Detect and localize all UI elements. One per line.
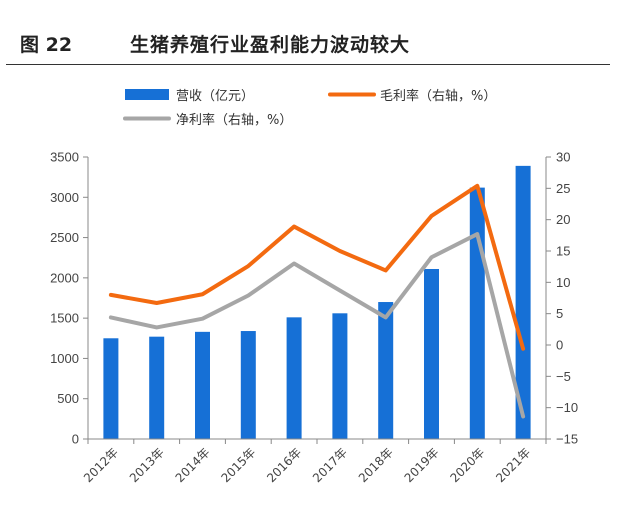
gross-margin-line-point	[247, 265, 249, 267]
gross-margin-line-point	[293, 226, 295, 228]
revenue-bar	[515, 165, 531, 439]
legend-swatch-revenue	[125, 89, 169, 100]
y-right-tick-label: 5	[556, 306, 563, 321]
chart-legend: 营收（亿元） 毛利率（右轴，%） 净利率（右轴，%）	[123, 88, 496, 128]
revenue-bars	[103, 165, 531, 439]
legend-label-revenue: 营收（亿元）	[176, 89, 254, 104]
net-margin-line-point	[476, 233, 478, 235]
x-tick-label: 2020年	[447, 445, 487, 485]
figure-title: 生猪养殖行业盈利能力波动较大	[130, 34, 411, 56]
y-right-tick-label: −15	[556, 432, 578, 447]
net-margin-line-point	[156, 326, 158, 328]
legend-label-net-margin: 净利率（右轴，%）	[176, 112, 292, 128]
y-left-tick-label: 2000	[50, 270, 79, 285]
revenue-bar	[240, 331, 256, 439]
gross-margin-line-point	[385, 269, 387, 271]
figure-label: 图 22	[20, 34, 73, 56]
net-margin-line-point	[339, 289, 341, 291]
gross-margin-line-point	[476, 185, 478, 187]
net-margin-line	[108, 232, 526, 419]
y-right-tick-label: 20	[556, 212, 570, 227]
y-left-tick-label: 3500	[50, 150, 79, 165]
x-tick-label: 2012年	[81, 445, 121, 485]
y-left-tick-label: 1500	[50, 311, 79, 326]
net-margin-line-point	[431, 256, 432, 258]
revenue-bar	[103, 338, 119, 439]
x-tick-label: 2017年	[310, 445, 350, 485]
x-tick-label: 2016年	[264, 445, 304, 485]
header-divider	[6, 64, 610, 65]
revenue-bar	[332, 313, 348, 439]
x-tick-label: 2018年	[356, 445, 396, 485]
y-left-tick-label: 1000	[50, 351, 79, 366]
y-right-tick-label: 25	[556, 181, 570, 196]
gross-margin-line-point	[431, 215, 432, 217]
y-right-tick-label: 15	[556, 244, 570, 259]
y-left-tick-label: 500	[57, 391, 79, 406]
y-right-tick-label: 10	[556, 275, 570, 290]
net-margin-line-point	[202, 318, 203, 320]
net-margin-line-point	[247, 294, 249, 296]
y-left-tick-label: 0	[72, 432, 79, 447]
revenue-bar	[195, 331, 210, 439]
gross-margin-line-point	[202, 293, 203, 295]
net-margin-line-point	[385, 316, 387, 318]
gross-margin-line-point	[110, 294, 112, 296]
margin-lines	[108, 183, 526, 419]
net-margin-line-point	[293, 263, 295, 265]
y-left-tick-label: 3000	[50, 190, 79, 205]
y-right-tick-label: −10	[556, 400, 578, 415]
gross-margin-line-point	[156, 302, 158, 304]
x-tick-label: 2014年	[173, 445, 213, 485]
y-left-tick-label: 2500	[50, 230, 79, 245]
revenue-bar	[378, 302, 394, 439]
x-tick-label: 2021年	[493, 445, 533, 485]
x-tick-label: 2019年	[402, 445, 442, 485]
legend-label-gross-margin: 毛利率（右轴，%）	[380, 88, 496, 104]
x-tick-label: 2013年	[127, 445, 167, 485]
revenue-bar	[149, 336, 165, 439]
gross-margin-line-point	[339, 250, 341, 252]
gross-margin-line	[108, 183, 526, 351]
revenue-bar	[424, 268, 439, 439]
gross-margin-line-point	[522, 348, 524, 350]
revenue-bar	[469, 187, 485, 439]
x-tick-label: 2015年	[218, 445, 258, 485]
y-right-tick-label: 0	[556, 338, 563, 353]
y-right-tick-label: 30	[556, 150, 570, 165]
net-margin-line-point	[522, 415, 524, 417]
y-right-tick-label: −5	[556, 369, 571, 384]
revenue-bar	[286, 317, 302, 439]
figure-header: 图 22 生猪养殖行业盈利能力波动较大	[0, 0, 617, 66]
net-margin-line-point	[110, 316, 112, 318]
